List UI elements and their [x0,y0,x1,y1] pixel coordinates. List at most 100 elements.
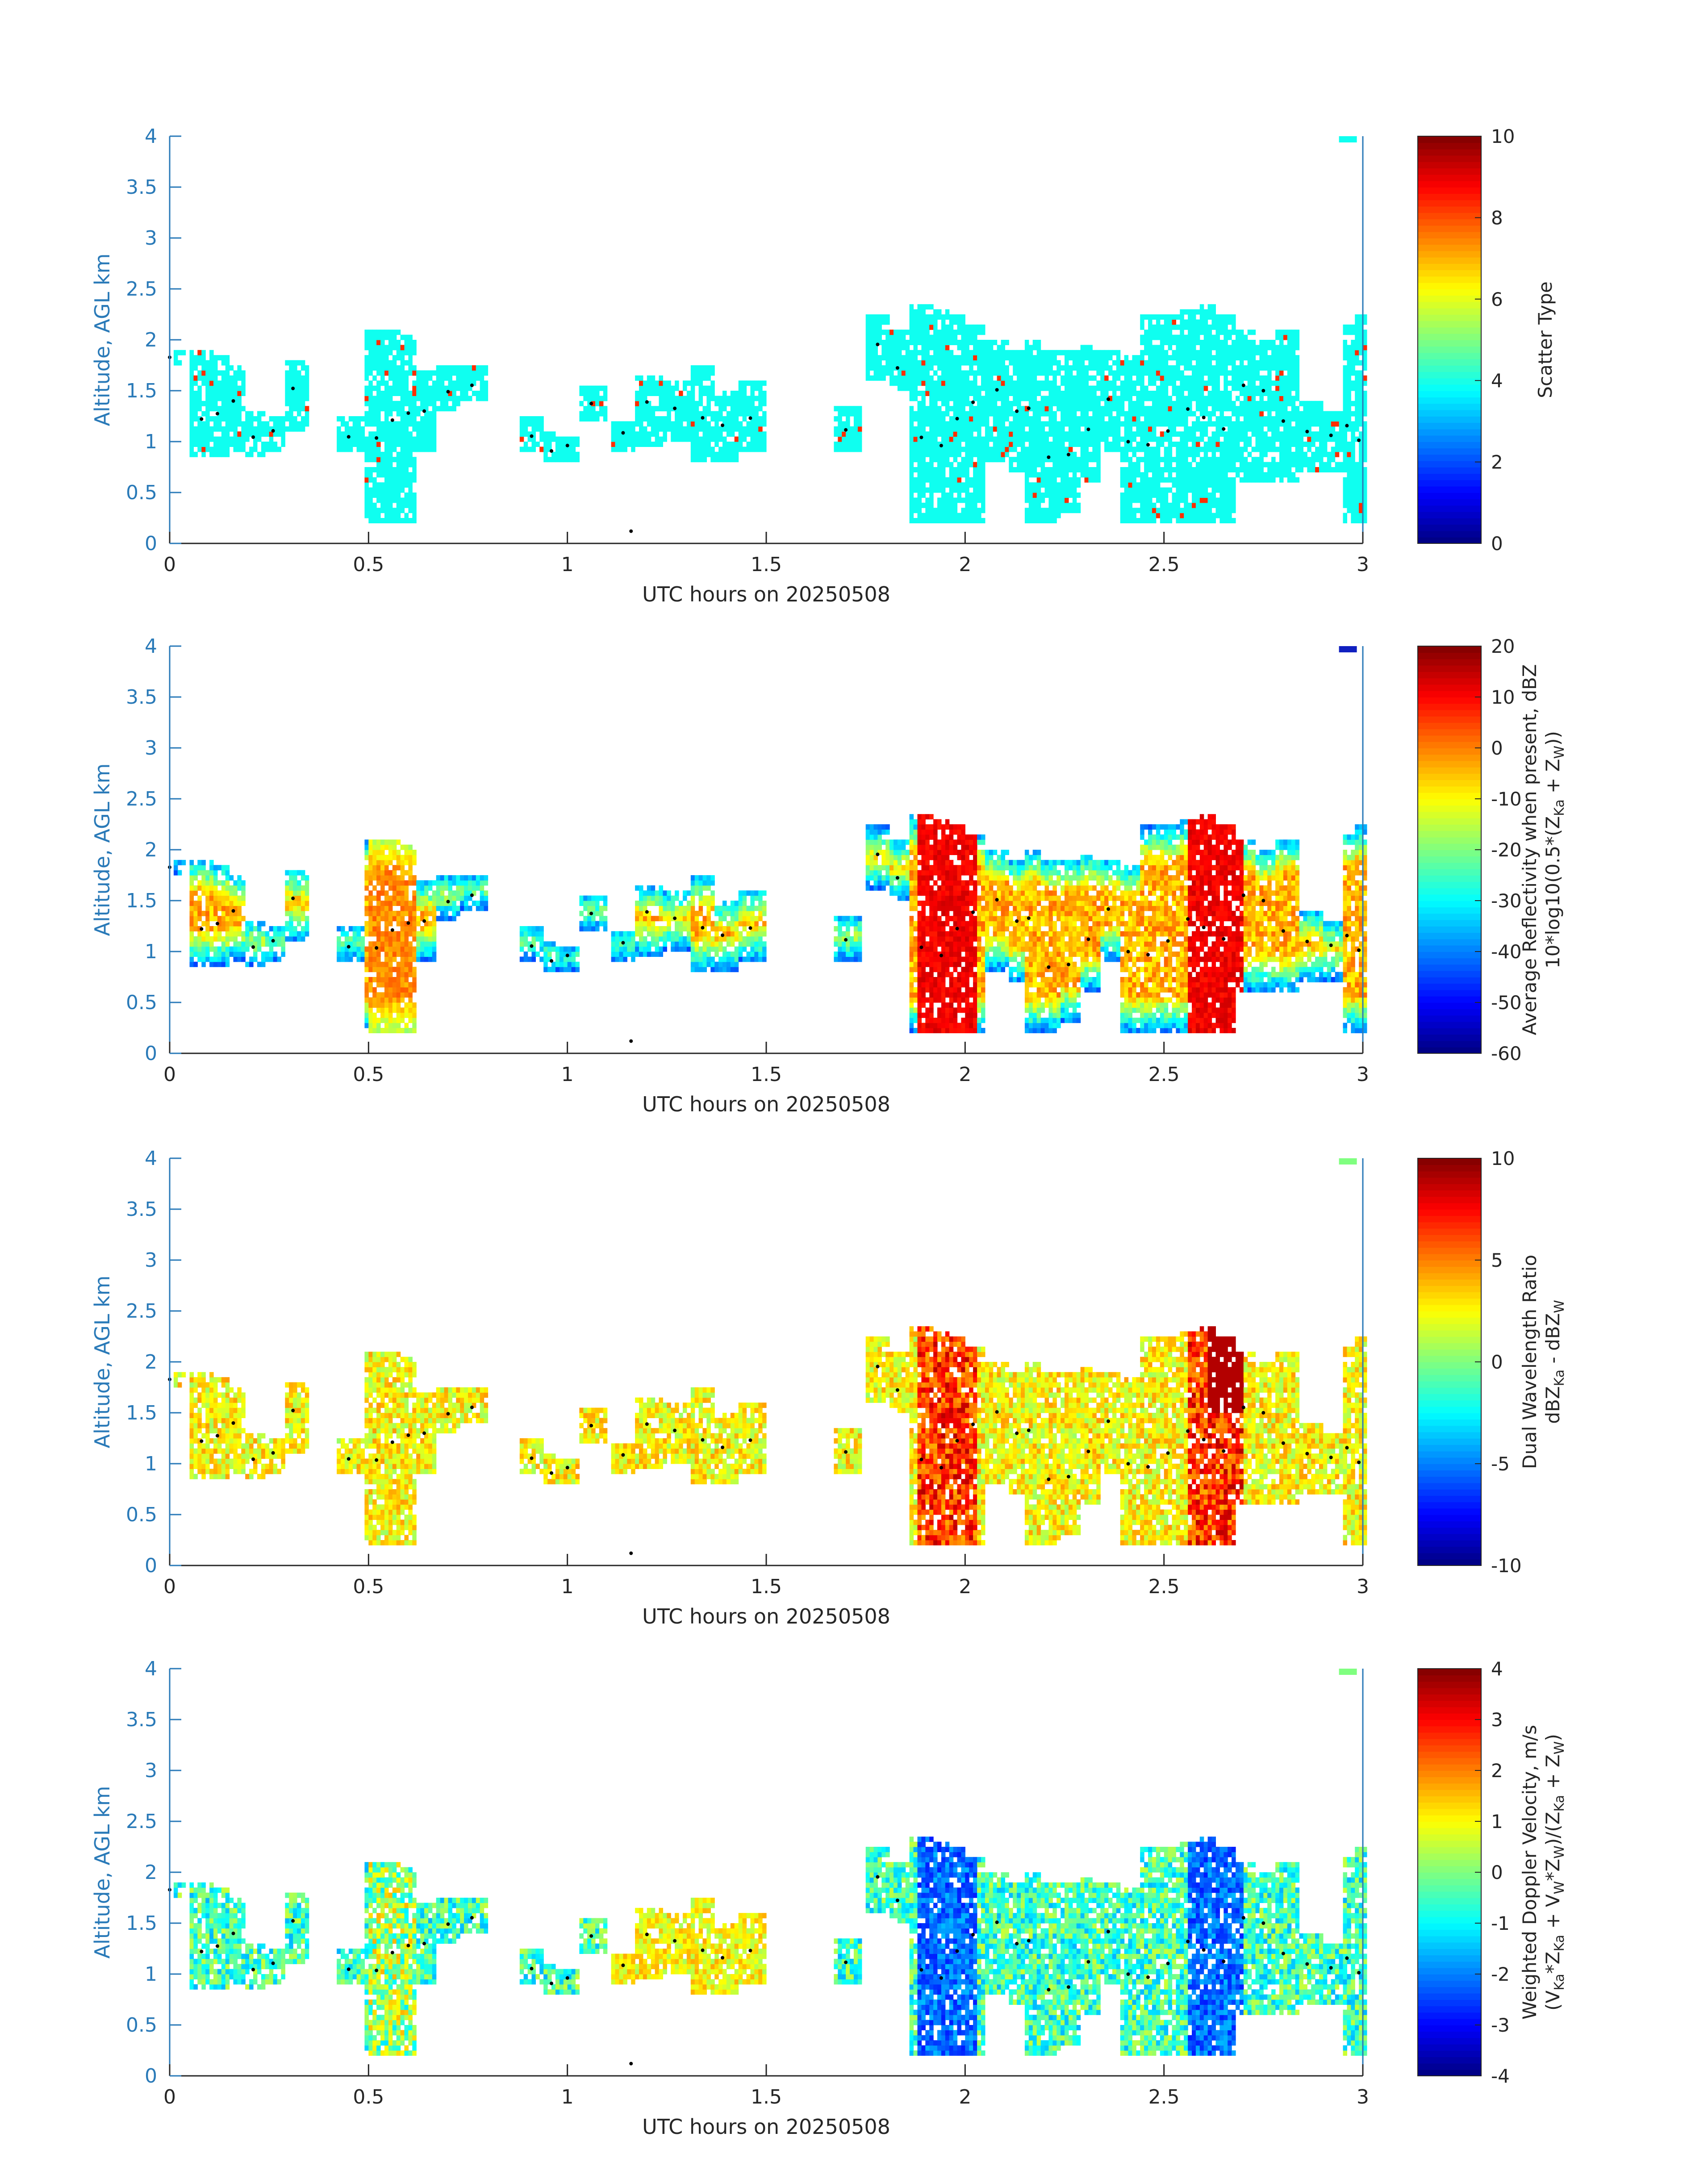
heatmap-cell [953,391,958,396]
heatmap-cell [405,472,409,477]
heatmap-cell [1116,370,1121,376]
heatmap-cell [957,513,962,518]
heatmap-cell [1148,319,1153,325]
heatmap-cell [1164,355,1169,360]
heatmap-cell [293,406,297,411]
heatmap-cell [706,421,711,426]
heatmap-cell [1073,386,1077,391]
heatmap-cell [372,477,377,483]
heatmap-cell [961,406,965,411]
heatmap-cell [735,426,739,432]
heatmap-cell [1081,467,1085,472]
heatmap-cell [635,376,639,381]
heatmap-cell [237,421,242,426]
heatmap-cell [981,330,986,335]
heatmap-cell [854,411,858,417]
heatmap-cell [1240,467,1244,472]
heatmap-cell [1188,401,1192,406]
heatmap-cell [754,396,759,401]
heatmap-cell [961,518,965,523]
heatmap-cell [929,462,934,468]
heatmap-cell [910,350,914,355]
heatmap-cell [993,426,998,432]
heatmap-cell [420,386,425,391]
heatmap-cell [731,457,735,462]
heatmap-cell [1033,421,1037,426]
heatmap-cell [1236,421,1240,426]
heatmap-cell [747,431,751,437]
heatmap-cell [989,345,994,350]
heatmap-cell [1164,457,1169,462]
heatmap-cell [981,365,986,371]
heatmap-cell [706,370,711,376]
heatmap-cell [1144,370,1148,376]
heatmap-cell [921,330,926,335]
heatmap-cell [949,396,954,401]
heatmap-cell [1228,380,1232,386]
heatmap-cell [1073,508,1077,513]
heatmap-cell [1152,518,1157,523]
heatmap-cell [376,345,381,350]
heatmap-cell [1017,396,1021,401]
heatmap-cell [1315,431,1320,437]
heatmap-cell [1176,431,1180,437]
heatmap-cell [1188,340,1192,345]
heatmap-cell [1287,360,1292,366]
heatmap-cell [428,396,433,401]
heatmap-cell [368,503,373,508]
heatmap-cell [1048,472,1053,477]
heatmap-cell [397,482,401,488]
heatmap-cell [1172,319,1177,325]
heatmap-cell [1248,380,1252,386]
heatmap-cell [1192,518,1196,523]
heatmap-cell [1204,325,1208,330]
heatmap-cell [368,350,373,355]
heatmap-cell [910,370,914,376]
heatmap-cell [408,340,413,345]
heatmap-cell [949,319,954,325]
heatmap-cell [1045,401,1049,406]
heatmap-cell [961,360,965,366]
heatmap-cell [1259,477,1264,483]
heatmap-cell [981,488,986,493]
heatmap-cell [568,447,572,452]
heatmap-cell [376,442,381,447]
heatmap-cell [1188,335,1192,340]
heatmap-cell [1323,462,1328,468]
heatmap-cell [1069,401,1073,406]
heatmap-cell [993,447,998,452]
heatmap-cell [1287,462,1292,468]
heatmap-cell [1168,416,1173,422]
heatmap-cell [1160,335,1165,340]
heatmap-cell [1252,447,1256,452]
heatmap-cell [245,426,250,432]
heatmap-cell [1315,401,1320,406]
heatmap-cell [376,335,381,340]
heatmap-cell [1212,467,1216,472]
heatmap-cell [1061,442,1065,447]
heatmap-cell [651,391,656,396]
heatmap-cell [957,493,962,498]
heatmap-cell [1232,518,1236,523]
heatmap-cell [532,421,536,426]
heatmap-cell [889,360,894,366]
heatmap-cell [405,513,409,518]
heatmap-cell [1180,391,1184,396]
heatmap-cell [1204,350,1208,355]
heatmap-cell [910,396,914,401]
heatmap-cell [834,442,838,447]
heatmap-cell [977,442,981,447]
heatmap-cell [989,411,994,417]
heatmap-cell [1168,472,1173,477]
heatmap-cell [1073,421,1077,426]
heatmap-cell [397,376,401,381]
heatmap-cell [977,518,981,523]
heatmap-cell [941,472,946,477]
heatmap-cell [234,380,238,386]
heatmap-cell [376,350,381,355]
heatmap-cell [1128,386,1133,391]
heatmap-cell [929,411,934,417]
heatmap-cell [401,497,405,503]
heatmap-cell [627,421,631,426]
heatmap-cell [397,345,401,350]
